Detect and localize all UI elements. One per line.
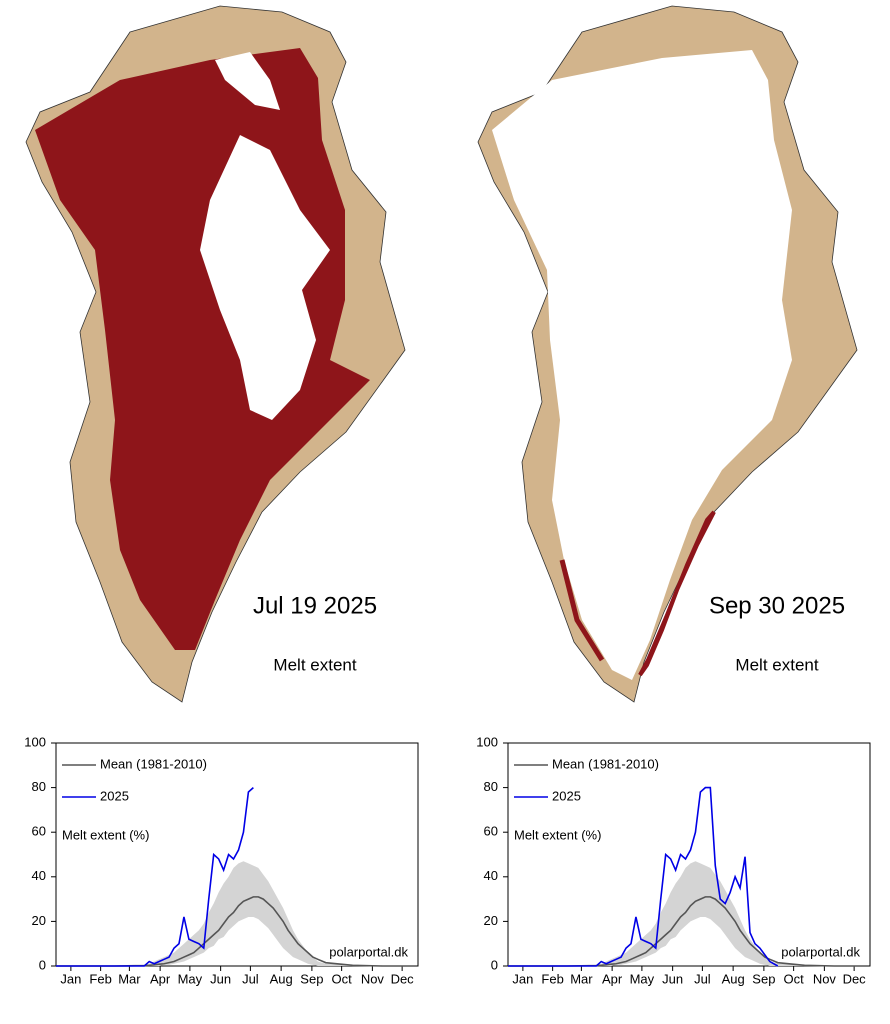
x-tick-label: Dec xyxy=(391,971,415,986)
x-tick-label: Sep xyxy=(752,971,775,986)
legend-label: 2025 xyxy=(100,788,129,803)
legend-label: 2025 xyxy=(552,788,581,803)
y-tick-label: 20 xyxy=(484,913,498,928)
x-tick-label: Feb xyxy=(89,971,111,986)
y-tick-label: 40 xyxy=(484,868,498,883)
x-tick-label: Feb xyxy=(541,971,563,986)
x-tick-label: Jul xyxy=(242,971,259,986)
x-tick-label: Jan xyxy=(60,971,81,986)
y-tick-label: 20 xyxy=(32,913,46,928)
y-tick-label: 100 xyxy=(24,734,46,749)
map-left: Jul 19 2025 Melt extent xyxy=(25,5,406,703)
map-date: Jul 19 2025 xyxy=(253,592,377,619)
annotation: polarportal.dk xyxy=(781,944,860,959)
x-tick-label: Sep xyxy=(300,971,323,986)
annotation: polarportal.dk xyxy=(329,944,408,959)
y-axis-label: Melt extent (%) xyxy=(62,827,149,842)
plot-frame xyxy=(507,742,871,967)
map-label: Melt extent xyxy=(273,655,356,674)
x-tick-label: Nov xyxy=(361,971,385,986)
x-tick-label: Nov xyxy=(813,971,837,986)
y-tick-label: 80 xyxy=(32,779,46,794)
x-tick-label: Oct xyxy=(784,971,805,986)
legend-label: Mean (1981-2010) xyxy=(552,756,659,771)
x-tick-label: Mar xyxy=(570,971,593,986)
y-tick-label: 80 xyxy=(484,779,498,794)
x-tick-label: May xyxy=(630,971,655,986)
x-tick-label: Mar xyxy=(118,971,141,986)
map-right: Sep 30 2025 Melt extent xyxy=(477,5,858,703)
y-tick-label: 60 xyxy=(32,824,46,839)
series-line xyxy=(56,787,254,967)
x-tick-label: Jun xyxy=(662,971,683,986)
map-label: Melt extent xyxy=(735,655,818,674)
x-tick-label: May xyxy=(178,971,203,986)
x-tick-label: Apr xyxy=(150,971,171,986)
x-tick-label: Jul xyxy=(694,971,711,986)
y-tick-label: 40 xyxy=(32,868,46,883)
plot-frame xyxy=(55,742,419,967)
x-tick-label: Aug xyxy=(722,971,745,986)
x-tick-label: Dec xyxy=(843,971,867,986)
y-tick-label: 0 xyxy=(39,957,46,972)
x-tick-label: Jun xyxy=(210,971,231,986)
y-tick-label: 100 xyxy=(476,734,498,749)
range-band xyxy=(508,861,870,966)
series-line xyxy=(508,786,779,967)
y-tick-label: 60 xyxy=(484,824,498,839)
x-tick-label: Aug xyxy=(270,971,293,986)
range-band xyxy=(56,861,418,966)
x-tick-label: Jan xyxy=(512,971,533,986)
y-axis-label: Melt extent (%) xyxy=(514,827,601,842)
series-line xyxy=(508,896,870,967)
y-tick-label: 0 xyxy=(491,957,498,972)
series-line xyxy=(56,896,418,967)
x-tick-label: Oct xyxy=(332,971,353,986)
legend-label: Mean (1981-2010) xyxy=(100,756,207,771)
map-date: Sep 30 2025 xyxy=(709,592,845,619)
x-tick-label: Apr xyxy=(602,971,623,986)
